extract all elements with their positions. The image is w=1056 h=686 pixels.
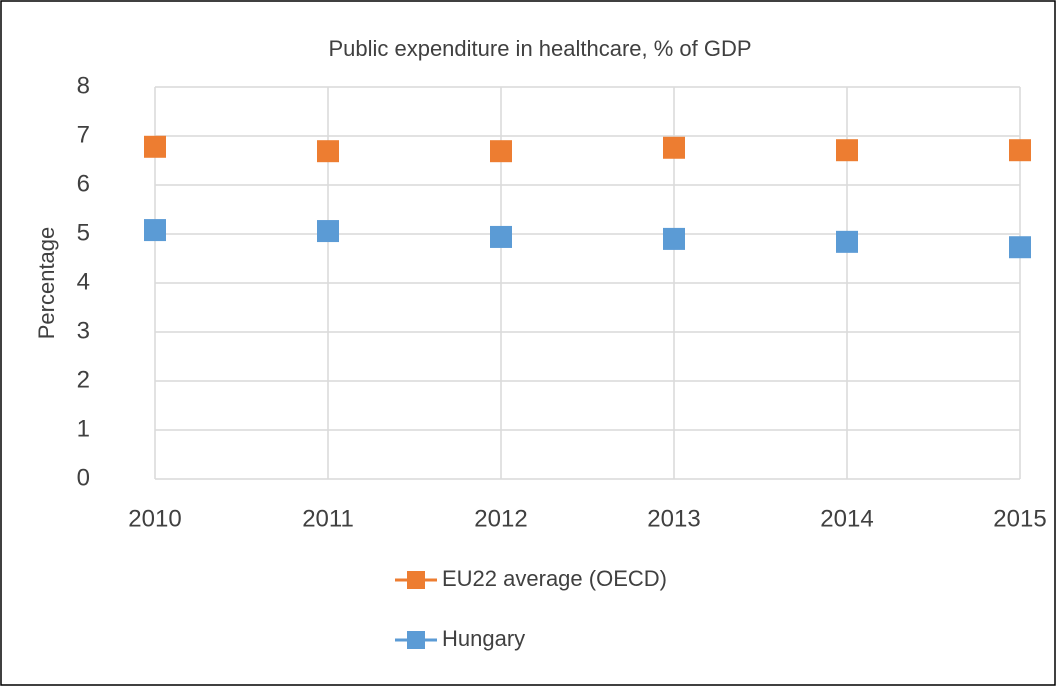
y-tick-label: 4 — [77, 268, 90, 295]
legend-label: Hungary — [442, 626, 525, 651]
y-tick-label: 1 — [77, 415, 90, 442]
x-tick-label: 2012 — [474, 505, 527, 532]
series-marker — [663, 136, 685, 159]
chart-title: Public expenditure in healthcare, % of G… — [328, 36, 751, 61]
x-tick-label: 2011 — [302, 505, 354, 532]
x-tick-label: 2010 — [128, 505, 181, 532]
series-marker — [490, 140, 512, 163]
y-axis-label: Percentage — [34, 227, 59, 340]
x-tick-label: 2013 — [647, 505, 700, 532]
x-tick-label: 2015 — [993, 505, 1046, 532]
series-marker — [490, 225, 512, 248]
y-tick-label: 2 — [77, 366, 90, 393]
series-marker — [1009, 139, 1031, 162]
series-marker — [1009, 236, 1031, 259]
series-marker — [317, 220, 339, 243]
x-tick-label: 2014 — [820, 505, 873, 532]
series-marker — [836, 139, 858, 162]
y-tick-label: 8 — [77, 72, 90, 99]
legend-marker — [407, 571, 425, 589]
y-tick-label: 0 — [77, 464, 90, 491]
series-marker — [144, 135, 166, 158]
legend-label: EU22 average (OECD) — [442, 566, 667, 591]
y-tick-label: 3 — [77, 317, 90, 344]
series-marker — [144, 219, 166, 242]
legend-marker — [407, 631, 425, 649]
y-tick-label: 5 — [77, 219, 90, 246]
y-tick-label: 7 — [77, 121, 90, 148]
series-marker — [836, 230, 858, 253]
y-tick-label: 6 — [77, 170, 90, 197]
series-marker — [663, 227, 685, 250]
series-marker — [317, 140, 339, 163]
